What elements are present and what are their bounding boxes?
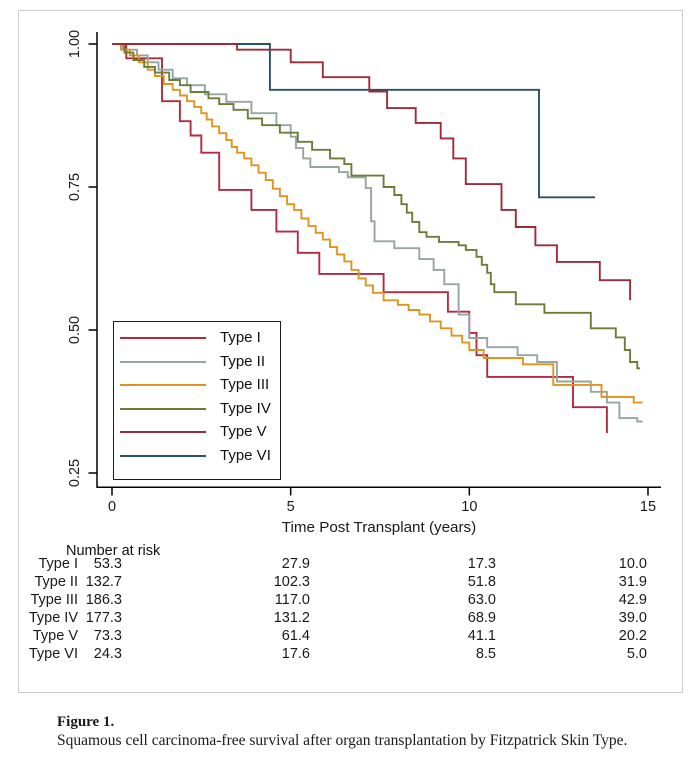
risk-table-title: Number at risk [66, 543, 161, 559]
x-tick-label: 15 [640, 499, 656, 515]
caption-title: Figure 1. [57, 714, 115, 730]
x-axis-title: Time Post Transplant (years) [282, 519, 476, 536]
legend-item: Type I [114, 327, 280, 351]
risk-row-label: Type V [32, 628, 78, 644]
risk-row: Type I 53.3 27.9 17.3 10.0 [0, 556, 700, 574]
risk-value: 132.7 [85, 574, 122, 590]
risk-value: 186.3 [85, 592, 122, 608]
legend-item-label: Type VI [220, 446, 271, 464]
legend-item-label: Type V [220, 423, 267, 440]
legend-box: Type I Type II Type III Type IV Type V Type V… [113, 321, 281, 480]
legend-item: Type III [114, 374, 280, 398]
risk-row-label: Type VI [28, 646, 78, 662]
risk-value: 117.0 [274, 592, 310, 608]
risk-value: 5.0 [626, 646, 647, 662]
risk-value: 51.8 [467, 574, 496, 590]
risk-row: Type V 73.3 61.4 41.1 20.2 [0, 628, 700, 646]
risk-value: 41.1 [467, 628, 496, 644]
risk-value: 10.0 [618, 556, 647, 572]
legend-swatch [120, 407, 206, 410]
km-curve-type-ii [112, 43, 643, 423]
legend-item: Type V [114, 421, 280, 445]
legend-swatch [120, 431, 206, 434]
risk-value: 27.9 [281, 556, 310, 572]
x-tick-label: 10 [461, 499, 477, 515]
legend-swatch [120, 337, 206, 340]
legend-item-label: Type IV [220, 399, 271, 417]
legend-item-label: Type III [220, 376, 270, 393]
risk-row: Type II 132.7 102.3 51.8 31.9 [0, 574, 700, 592]
risk-value: 73.3 [93, 628, 122, 644]
km-curve-type-iv [112, 43, 641, 370]
risk-row-label: Type III [30, 592, 78, 608]
risk-value: 177.3 [85, 610, 122, 626]
legend-item: Type II [114, 351, 280, 375]
figure-caption: Figure 1. Squamous cell carcinoma-free s… [57, 714, 677, 750]
x-tick-label: 5 [287, 499, 295, 515]
risk-row: Type III 186.3 117.0 63.0 42.9 [0, 592, 700, 610]
legend-swatch [120, 360, 206, 363]
risk-value: 24.3 [93, 646, 122, 662]
risk-value: 61.4 [281, 628, 310, 644]
caption-text: Squamous cell carcinoma-free survival af… [57, 732, 628, 749]
risk-value: 17.6 [281, 646, 310, 662]
risk-value: 31.9 [618, 574, 647, 590]
risk-row-label: Type I [38, 556, 79, 572]
risk-value: 102.3 [273, 574, 310, 590]
risk-row-label: Type IV [28, 610, 78, 626]
y-tick-label: 1.00 [67, 30, 83, 58]
risk-row: Type IV 177.3 131.2 68.9 39.0 [0, 610, 700, 628]
risk-value: 39.0 [618, 610, 647, 626]
risk-value: 131.2 [273, 610, 310, 626]
km-curve-type-iii [112, 43, 643, 404]
y-tick-label: 0.50 [67, 316, 83, 344]
risk-value: 68.9 [467, 610, 496, 626]
legend-swatch [120, 384, 206, 387]
legend-item-label: Type I [220, 329, 261, 346]
risk-row-label: Type II [34, 574, 78, 590]
risk-value: 20.2 [618, 628, 647, 644]
legend-item: Type IV [114, 398, 280, 422]
risk-value: 53.3 [93, 556, 122, 572]
risk-value: 63.0 [467, 592, 496, 608]
legend-item: Type VI [114, 445, 280, 469]
risk-value: 8.5 [475, 646, 496, 662]
x-tick-label: 0 [108, 499, 116, 515]
risk-row: Type VI 24.3 17.6 8.5 5.0 [0, 646, 700, 664]
km-curve-type-vi [112, 43, 596, 199]
km-chart: 1.00 0.75 0.50 0.25 0 5 10 15 Time Post Transpla… [67, 30, 661, 536]
km-curve-type-i [112, 43, 608, 433]
risk-value: 42.9 [618, 592, 647, 608]
y-tick-label: 0.25 [67, 459, 83, 487]
km-curve-type-v [112, 43, 632, 301]
risk-value: 17.3 [467, 556, 496, 572]
legend-item-label: Type II [220, 352, 266, 370]
y-tick-label: 0.75 [67, 173, 83, 201]
legend-swatch [120, 454, 206, 457]
